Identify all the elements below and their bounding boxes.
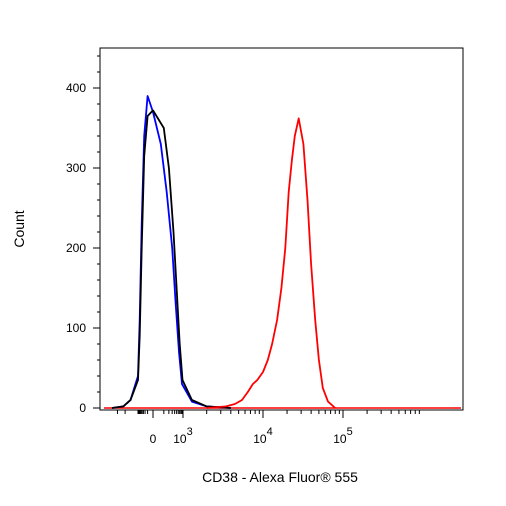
x-axis-title: CD38 - Alexa Fluor® 555 xyxy=(202,469,358,485)
series-line-2 xyxy=(111,109,231,409)
y-tick-label: 300 xyxy=(66,161,86,175)
plot-frame xyxy=(99,47,464,411)
x-axis: 0 103 104 105 xyxy=(116,410,420,446)
x-tick-label: 103 xyxy=(173,426,192,446)
x-tick-label: 104 xyxy=(253,426,272,446)
y-tick-label: 400 xyxy=(66,81,86,95)
series-line-1 xyxy=(111,95,231,409)
series-layer xyxy=(104,95,461,409)
y-tick-label: 0 xyxy=(79,401,86,415)
series-line-3 xyxy=(206,117,336,409)
x-tick-label: 0 xyxy=(150,432,157,446)
y-tick-label: 100 xyxy=(66,321,86,335)
y-axis: 0 100 200 300 400 xyxy=(66,55,100,415)
x-tick-label: 105 xyxy=(333,426,352,446)
y-axis-title: Count xyxy=(11,210,27,247)
y-tick-label: 200 xyxy=(66,241,86,255)
